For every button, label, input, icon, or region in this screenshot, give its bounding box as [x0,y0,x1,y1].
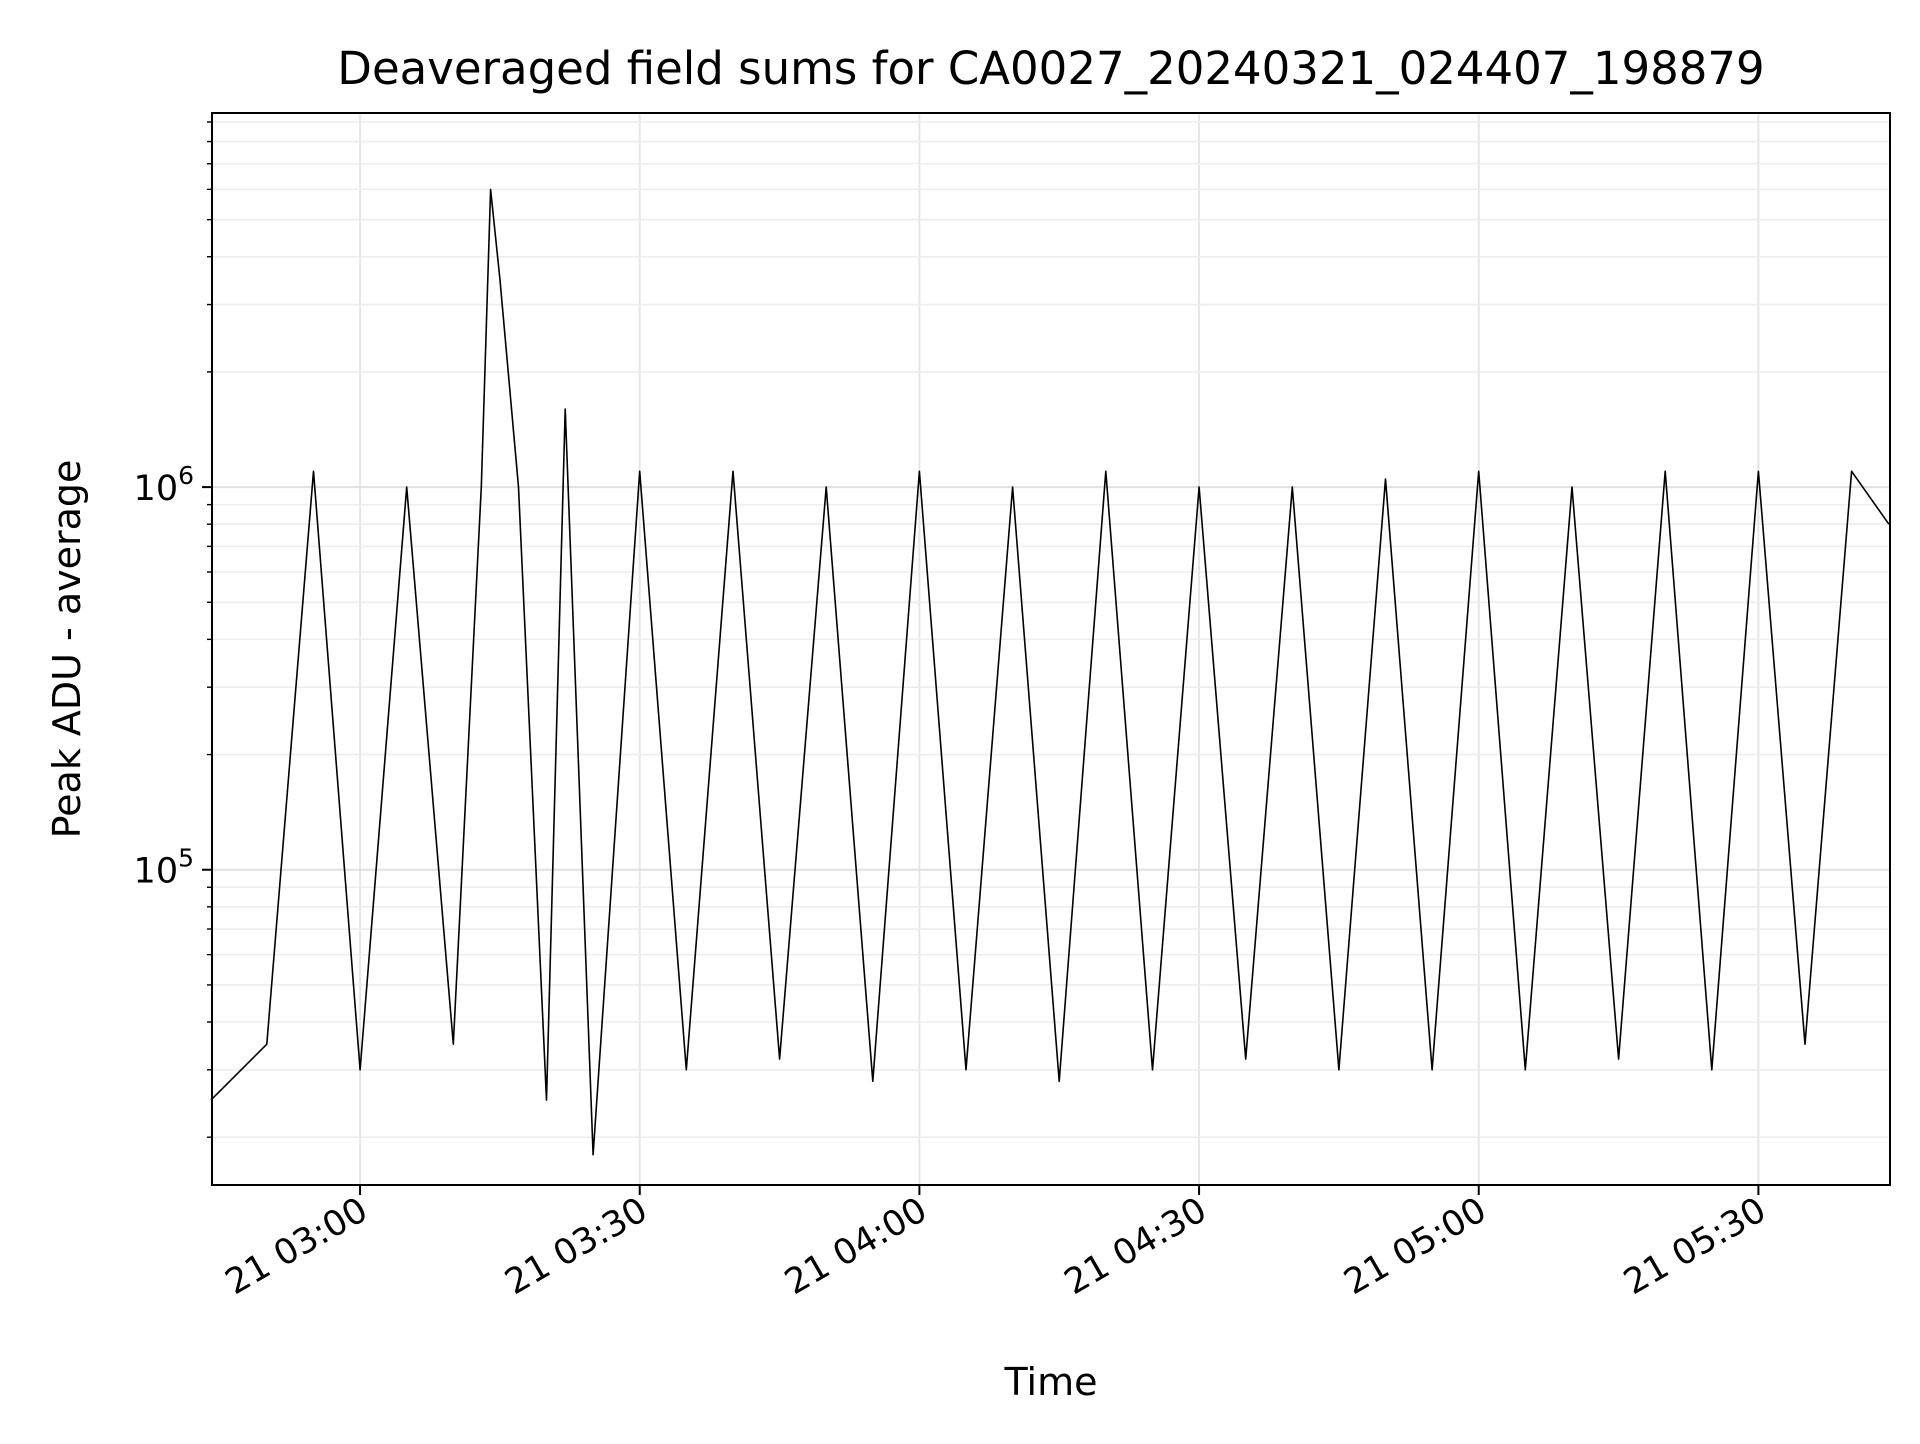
series-line [210,188,1890,1156]
y-axis-label: Peak ADU - average [45,460,89,839]
y-tick-exponent: 6 [178,461,194,490]
chart-title: Deaveraged field sums for CA0027_2024032… [337,42,1764,95]
y-tick-base: 10 [134,469,179,509]
series-layer [210,188,1890,1156]
x-axis-label: Time [1004,1360,1098,1404]
y-tick-base: 10 [134,852,179,892]
y-tick-label: 105 [134,844,194,892]
grid [212,113,1890,1185]
y-tick-label: 106 [134,461,194,509]
y-tick-exponent: 5 [178,844,194,873]
axes-frame [211,112,1891,1186]
